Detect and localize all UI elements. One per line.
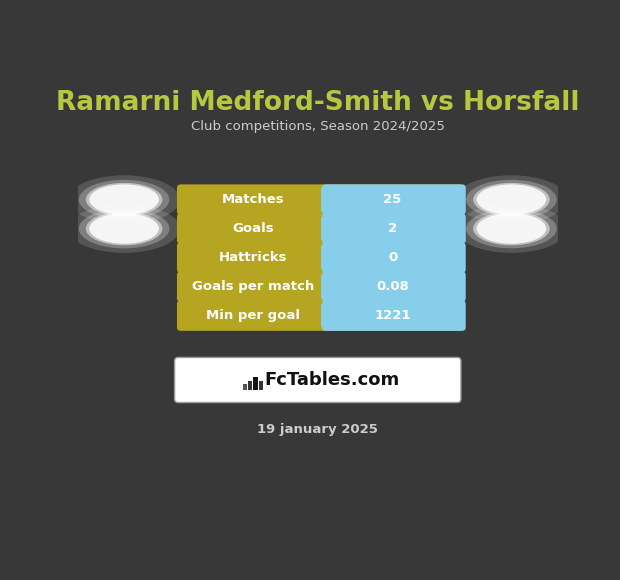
FancyBboxPatch shape [322, 242, 466, 273]
Ellipse shape [466, 180, 557, 219]
FancyBboxPatch shape [177, 242, 463, 273]
FancyBboxPatch shape [321, 304, 328, 327]
FancyBboxPatch shape [243, 383, 247, 390]
FancyBboxPatch shape [177, 213, 463, 244]
Text: FcTables.com: FcTables.com [265, 371, 400, 389]
Ellipse shape [79, 180, 169, 219]
Text: 0.08: 0.08 [376, 280, 409, 293]
Text: 1221: 1221 [374, 309, 411, 322]
Text: 19 january 2025: 19 january 2025 [257, 423, 378, 436]
Ellipse shape [68, 204, 180, 253]
Text: 25: 25 [384, 193, 402, 206]
FancyBboxPatch shape [322, 213, 466, 244]
Text: Goals per match: Goals per match [192, 280, 314, 293]
FancyBboxPatch shape [321, 217, 328, 240]
FancyBboxPatch shape [175, 357, 461, 403]
Ellipse shape [86, 183, 162, 216]
FancyBboxPatch shape [177, 300, 463, 331]
FancyBboxPatch shape [177, 184, 463, 215]
FancyBboxPatch shape [321, 188, 328, 211]
FancyBboxPatch shape [322, 300, 466, 331]
Ellipse shape [79, 209, 169, 248]
FancyBboxPatch shape [254, 378, 258, 390]
Ellipse shape [86, 212, 162, 245]
Ellipse shape [473, 212, 550, 245]
Ellipse shape [477, 213, 546, 244]
FancyBboxPatch shape [322, 271, 466, 302]
Text: Club competitions, Season 2024/2025: Club competitions, Season 2024/2025 [191, 120, 445, 133]
Text: 0: 0 [388, 251, 397, 264]
Text: Hattricks: Hattricks [219, 251, 288, 264]
Text: Ramarni Medford-Smith vs Horsfall: Ramarni Medford-Smith vs Horsfall [56, 90, 580, 116]
Ellipse shape [456, 204, 567, 253]
Ellipse shape [456, 175, 567, 224]
FancyBboxPatch shape [322, 184, 466, 215]
FancyBboxPatch shape [321, 275, 328, 298]
Ellipse shape [68, 175, 180, 224]
FancyBboxPatch shape [321, 246, 328, 269]
Text: Min per goal: Min per goal [206, 309, 300, 322]
FancyBboxPatch shape [177, 271, 463, 302]
Ellipse shape [89, 184, 159, 215]
Ellipse shape [466, 209, 557, 248]
FancyBboxPatch shape [248, 381, 252, 390]
Ellipse shape [477, 184, 546, 215]
Text: Goals: Goals [232, 222, 274, 235]
Text: Matches: Matches [222, 193, 285, 206]
Text: 2: 2 [388, 222, 397, 235]
FancyBboxPatch shape [259, 381, 263, 390]
Ellipse shape [473, 183, 550, 216]
Ellipse shape [89, 213, 159, 244]
